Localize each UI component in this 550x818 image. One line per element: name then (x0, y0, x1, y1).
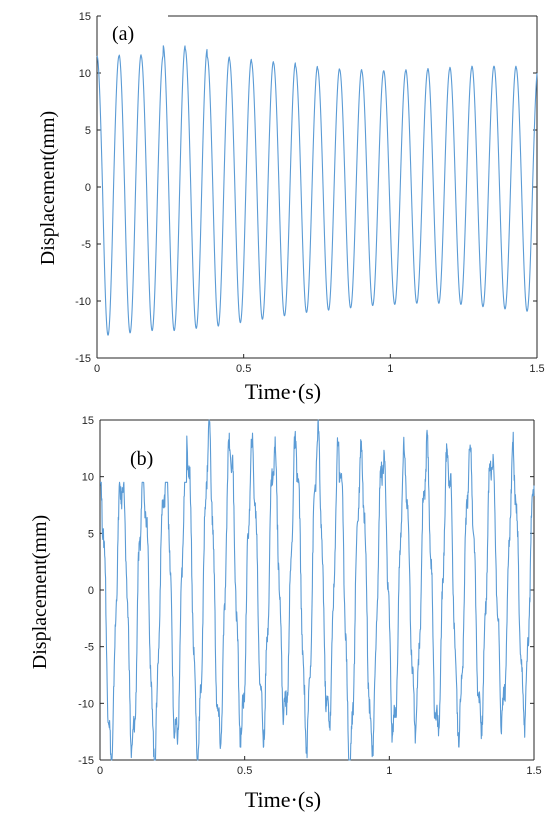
y-tick-label: -15 (75, 353, 91, 365)
y-tick-label: 0 (88, 585, 94, 597)
y-tick-label: 15 (79, 11, 91, 23)
x-axis-label-a: Time·(s) (245, 379, 321, 404)
y-tick-label: 0 (85, 182, 91, 194)
series-line-b (99, 419, 535, 761)
y-tick-label: 10 (82, 472, 94, 484)
x-tick-label: 1.5 (526, 765, 541, 777)
x-tick-label: 1 (386, 765, 392, 777)
panel-b: (b) Time·(s) Displacement(mm) 151050-5-1… (29, 415, 542, 812)
y-tick-label: -5 (81, 239, 91, 251)
panel-a: (a) Time·(s) Displacement(mm) 151050-5-1… (37, 11, 545, 404)
x-tick-label: 1 (387, 363, 393, 375)
series-line-a (96, 45, 538, 336)
y-tick-label: -15 (78, 755, 94, 767)
y-tick-label: -10 (75, 296, 91, 308)
panel-label-a: (a) (112, 23, 134, 45)
x-tick-label: 0 (97, 765, 103, 777)
x-tick-label: 0.5 (237, 765, 252, 777)
x-tick-label: 0 (94, 363, 100, 375)
y-tick-label: 10 (79, 68, 91, 80)
y-axis-label-a: Displacement(mm) (37, 111, 59, 265)
x-tick-label: 1.5 (529, 363, 544, 375)
y-tick-label: 15 (82, 415, 94, 427)
y-tick-label: -10 (78, 698, 94, 710)
y-tick-label: -5 (84, 642, 94, 654)
x-tick-label: 0.5 (236, 363, 251, 375)
x-axis-label-b: Time·(s) (245, 787, 321, 812)
panel-label-b: (b) (130, 448, 153, 470)
y-tick-label: 5 (85, 125, 91, 137)
y-tick-label: 5 (88, 528, 94, 540)
y-axis-label-b: Displacement(mm) (29, 515, 51, 669)
